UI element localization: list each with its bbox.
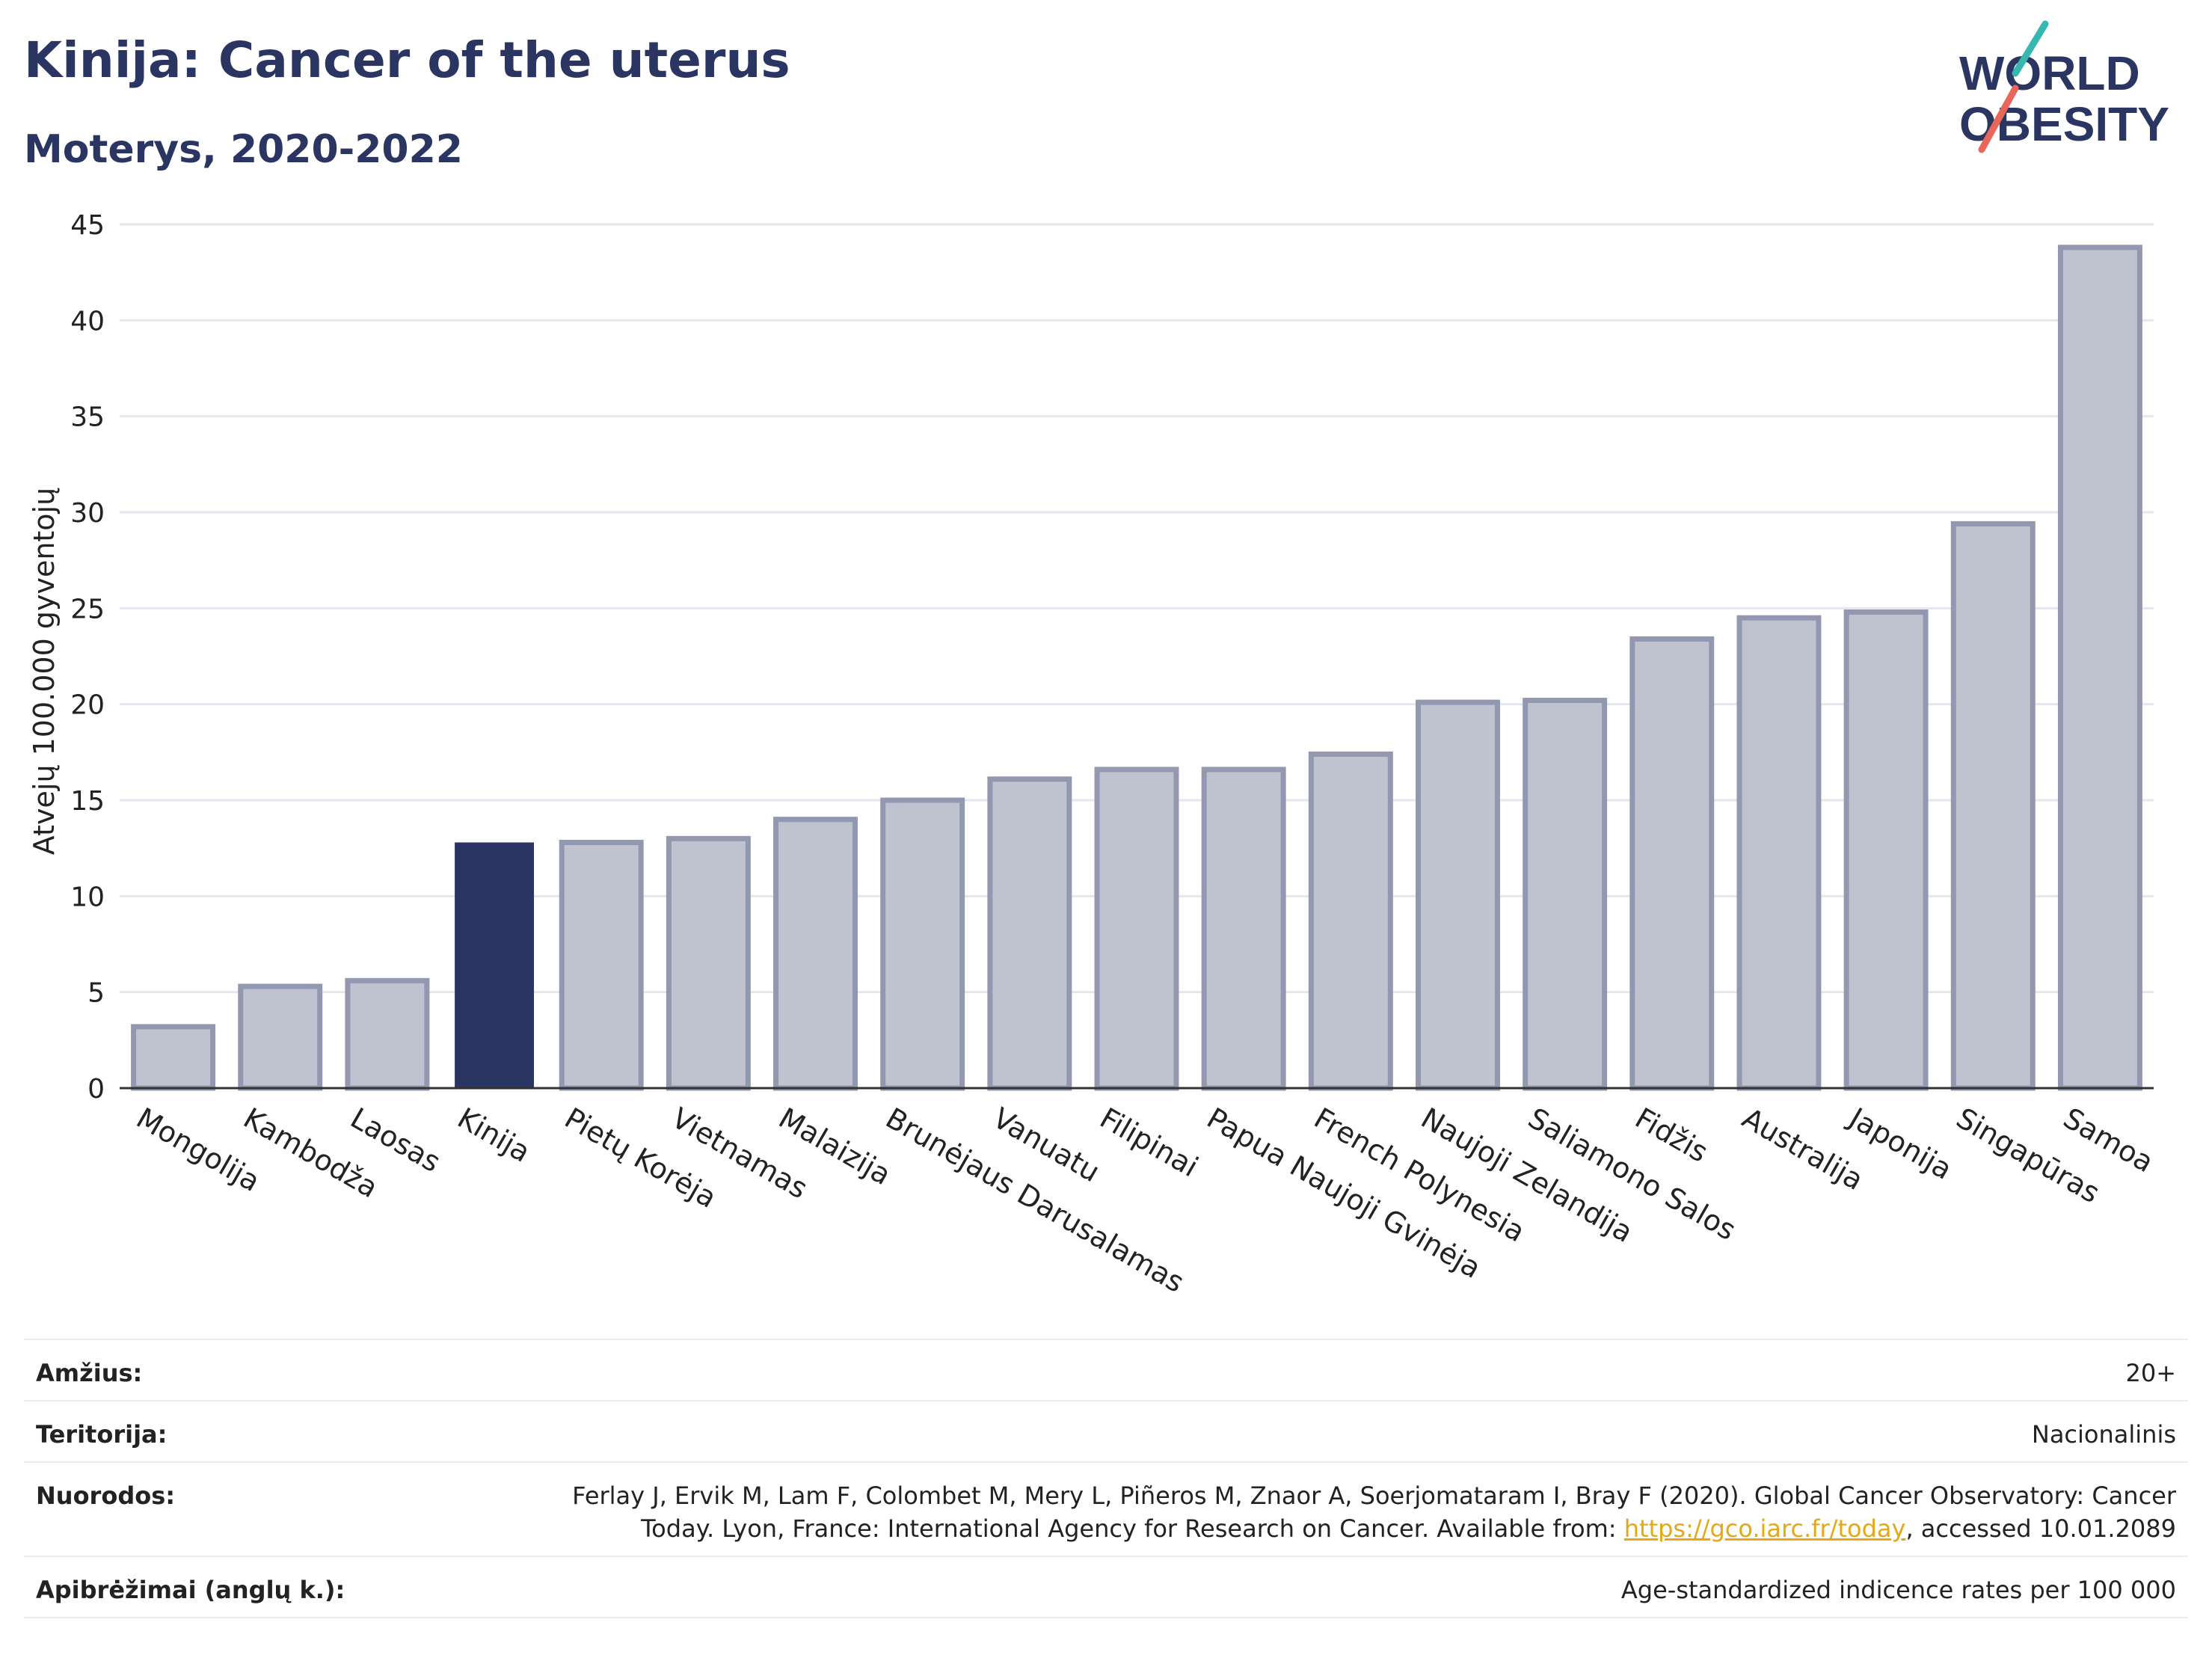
divider: [24, 1339, 2188, 1340]
bar-10: [1201, 767, 1286, 1091]
territory-value: Nacionalinis: [2031, 1420, 2176, 1449]
x-tick-label: Filipinai: [1095, 1102, 1204, 1184]
x-tick-label: Fidžis: [1629, 1102, 1713, 1169]
x-tick-label: Australija: [1736, 1102, 1869, 1197]
bar-17: [1950, 521, 2036, 1091]
bar-13: [1523, 698, 1608, 1091]
divider: [24, 1400, 2188, 1401]
references-label: Nuorodos:: [36, 1481, 176, 1510]
divider: [24, 1461, 2188, 1463]
divider: [24, 1617, 2188, 1618]
y-tick-labels: 0 5 10 15 20 25 30 35 40 45: [70, 210, 105, 1105]
logo-line1: WORLD: [1959, 46, 2140, 100]
y-tick-label: 0: [87, 1074, 105, 1105]
bar-9: [1094, 767, 1179, 1091]
bar-7: [880, 797, 965, 1091]
y-tick-label: 15: [70, 786, 105, 817]
age-value: 20+: [2125, 1359, 2176, 1387]
y-tick-label: 45: [70, 210, 105, 241]
references-value: Ferlay J, Ervik M, Lam F, Colombet M, Me…: [419, 1479, 2176, 1545]
logo-slash-teal-icon: [2012, 20, 2049, 77]
y-tick-label: 30: [70, 498, 105, 529]
references-text-3: , accessed 10.01.2089: [1905, 1514, 2176, 1543]
bar-0: [131, 1024, 216, 1091]
references-link[interactable]: https://gco.iarc.fr/today: [1623, 1514, 1906, 1543]
y-tick-label: 40: [70, 306, 105, 337]
bar-2: [345, 977, 430, 1091]
definitions-value: Age-standardized indicence rates per 100…: [1620, 1576, 2176, 1604]
territory-label: Teritorija:: [36, 1420, 168, 1449]
bar-5: [666, 835, 751, 1091]
bar-6: [773, 817, 858, 1091]
y-tick-label: 35: [70, 402, 105, 433]
y-tick-label: 5: [87, 978, 105, 1009]
world-obesity-logo: WORLD OBESITY: [1944, 15, 2212, 165]
x-tick-label: Kinija: [452, 1102, 536, 1169]
bar-14: [1629, 636, 1715, 1091]
bar-8: [987, 776, 1072, 1091]
bars: [131, 245, 2142, 1091]
references-text-2: Today. Lyon, France: International Agenc…: [641, 1514, 1624, 1543]
age-label: Amžius:: [36, 1359, 143, 1387]
y-tick-label: 20: [70, 690, 105, 721]
bar-18: [2057, 245, 2142, 1091]
chart-title: Kinija: Cancer of the uterus: [24, 31, 790, 89]
bar-11: [1308, 751, 1393, 1091]
divider: [24, 1556, 2188, 1557]
y-axis-label: Atvejų 100.000 gyventojų: [28, 488, 61, 855]
bar-4: [559, 839, 644, 1091]
references-text-1: Ferlay J, Ervik M, Lam F, Colombet M, Me…: [572, 1481, 2176, 1510]
definitions-label: Apibrėžimai (anglų k.):: [36, 1576, 345, 1604]
bar-1: [238, 983, 323, 1091]
y-tick-label: 25: [70, 594, 105, 624]
bar-3: [455, 842, 535, 1088]
bar-15: [1736, 615, 1822, 1091]
bar-16: [1843, 609, 1929, 1091]
y-tick-label: 10: [70, 882, 105, 912]
bar-12: [1416, 699, 1500, 1091]
logo-slash-red-icon: [1978, 85, 2019, 153]
chart-subtitle: Moterys, 2020-2022: [24, 127, 463, 172]
bar-chart: 0 5 10 15 20 25 30 35 40 45 MongolijaKambodžaLaos…: [28, 210, 2159, 1299]
